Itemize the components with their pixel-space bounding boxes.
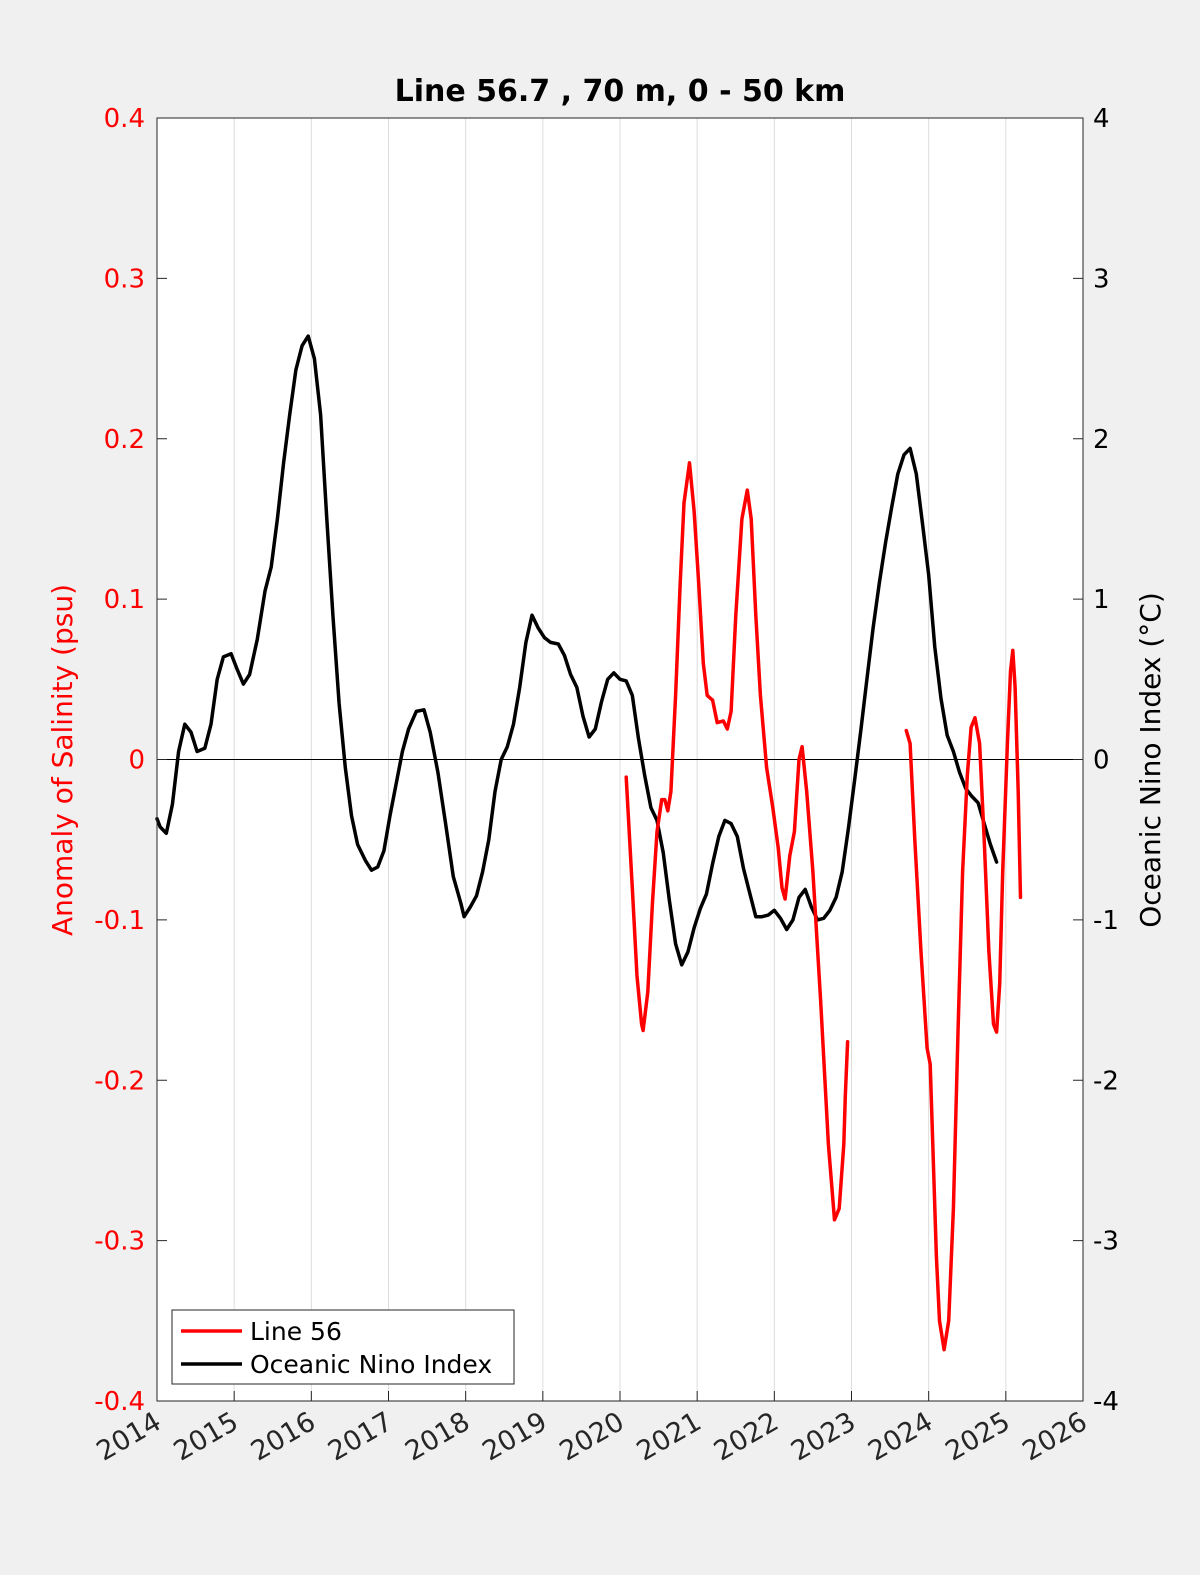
y-axis-left: -0.4 -0.3 -0.2 -0.1 0 0.1 0.2 0.3 0.4: [94, 104, 167, 1417]
y-left-tick-label-0: -0.4: [94, 1387, 145, 1417]
y-right-tick-label-4: 0: [1093, 746, 1110, 776]
y-right-tick-label-8: 4: [1093, 104, 1110, 134]
y-left-tick-label-7: 0.3: [104, 264, 145, 294]
series-line-line-56-segment-0: [624, 461, 850, 1222]
y-right-tick-label-7: 3: [1093, 264, 1110, 294]
chart-title: Line 56.7 , 70 m, 0 - 50 km: [395, 74, 846, 109]
y-right-tick-label-3: -1: [1093, 906, 1119, 936]
y-axis-right: -4 -3 -2 -1 0 1 2 3 4: [1073, 104, 1119, 1417]
legend: Line 56 Oceanic Nino Index: [171, 1309, 515, 1385]
y-left-tick-label-1: -0.3: [94, 1227, 145, 1257]
series-layer: [155, 334, 1023, 1352]
legend-label-oni: Oceanic Nino Index: [250, 1350, 492, 1379]
legend-label-line-56: Line 56: [250, 1317, 342, 1346]
legend-box: [171, 1309, 515, 1385]
y-right-tick-label-1: -3: [1093, 1227, 1119, 1257]
y-right-tick-label-6: 2: [1093, 425, 1110, 455]
series-line-line-56-segment-1: [904, 648, 1023, 1352]
y-left-tick-label-5: 0.1: [104, 585, 145, 615]
y-right-tick-label-2: -2: [1093, 1066, 1119, 1096]
y-axis-right-label: Oceanic Nino Index (°C): [1134, 592, 1167, 928]
y-left-tick-label-8: 0.4: [104, 104, 145, 134]
y-left-tick-label-2: -0.2: [94, 1066, 145, 1096]
series-line-oceanic-nino-index-segment-0: [155, 334, 999, 967]
y-right-tick-label-5: 1: [1093, 585, 1110, 615]
y-left-tick-label-6: 0.2: [104, 425, 145, 455]
y-left-tick-label-4: 0: [128, 746, 145, 776]
y-right-tick-label-0: -4: [1093, 1387, 1119, 1417]
y-axis-left-label: Anomaly of Salinity (psu): [46, 584, 79, 936]
y-left-tick-label-3: -0.1: [94, 906, 145, 936]
